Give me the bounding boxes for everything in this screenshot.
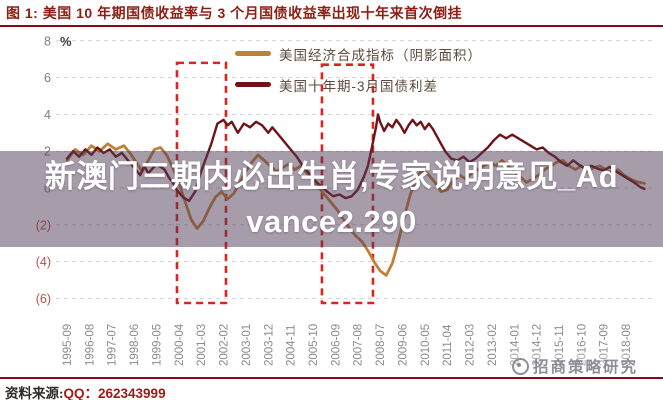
source-value: QQ：262343999 xyxy=(63,386,166,400)
x-tick-label: 1996-08 xyxy=(84,324,96,366)
legend-label-treasury-spread: 美国十年期-3月国债利差 xyxy=(279,78,439,94)
brand-logo-icon xyxy=(512,357,529,375)
y-tick-label: 4 xyxy=(44,108,51,122)
source-note: 资料来源:QQ：262343999 xyxy=(0,377,663,400)
legend-item-treasury-spread: 美国十年期-3月国债利差 xyxy=(235,69,482,100)
x-tick-label: 2006-09 xyxy=(330,324,342,366)
advert-overlay-text-line2: vance2.290 xyxy=(246,204,417,239)
x-tick-label: 2013-02 xyxy=(487,324,499,366)
x-tick-label: 2014-12 xyxy=(532,324,544,366)
y-axis-unit-label: % xyxy=(60,34,72,49)
x-tick-label: 2011-04 xyxy=(442,324,454,366)
advert-overlay-text: 新澳门三期内必出生肖,专家说明意见_Ad vance2.290 xyxy=(0,154,663,244)
x-tick-label: 2010-05 xyxy=(420,324,432,366)
x-tick-label: 2004-11 xyxy=(286,325,298,366)
legend-label-composite-indicator: 美国经济合成指标（阴影面积） xyxy=(279,47,482,63)
x-tick-label: 1995-09 xyxy=(62,324,74,366)
advert-overlay-text-line1: 新澳门三期内必出生肖,专家说明意见_Ad xyxy=(44,159,619,194)
x-tick-label: 1998-06 xyxy=(129,324,141,366)
x-tick-label: 2003-12 xyxy=(263,324,275,366)
brand-watermark-text: 招商策略研究 xyxy=(533,359,639,376)
x-tick-label: 2005-10 xyxy=(308,324,320,366)
figure-title: 图 1: 美国 10 年期国债收益率与 3 个月国债收益率出现十年来首次倒挂 xyxy=(0,0,663,27)
x-tick-label: 2007-08 xyxy=(353,324,365,366)
brand-watermark: 招商策略研究 xyxy=(508,354,643,378)
x-tick-label: 2000-04 xyxy=(174,323,186,366)
x-tick-label: 1997-07 xyxy=(107,324,119,366)
x-tick-label: 2009-06 xyxy=(397,324,409,366)
x-tick-label: 2001-03 xyxy=(196,324,208,366)
x-tick-label: 2017-09 xyxy=(599,324,611,366)
x-tick-label: 2002-02 xyxy=(219,324,231,366)
x-tick-label: 2003-01 xyxy=(241,324,253,366)
advert-overlay-banner: 新澳门三期内必出生肖,专家说明意见_Ad vance2.290 xyxy=(0,151,663,247)
x-tick-label: 2012-03 xyxy=(465,324,477,366)
x-tick-label: 2014-01 xyxy=(509,324,521,366)
x-tick-label: 2008-07 xyxy=(375,324,387,366)
legend-item-composite-indicator: 美国经济合成指标（阴影面积） xyxy=(235,38,482,69)
y-tick-label: (4) xyxy=(36,255,51,269)
treasury-spread-swatch-icon xyxy=(235,82,271,87)
x-tick-label: 2018-08 xyxy=(621,324,633,366)
x-tick-label: 1999-05 xyxy=(151,324,163,366)
composite-indicator-swatch-icon xyxy=(235,51,271,56)
y-tick-label: (6) xyxy=(36,292,51,306)
y-tick-label: 8 xyxy=(44,34,51,48)
x-tick-label: 2015-11 xyxy=(554,325,566,366)
x-tick-label: 2016-10 xyxy=(576,324,588,366)
source-prefix-label: 资料来源: xyxy=(5,386,64,400)
y-tick-label: 6 xyxy=(44,71,51,85)
chart-legend: 美国经济合成指标（阴影面积） 美国十年期-3月国债利差 xyxy=(235,38,482,100)
